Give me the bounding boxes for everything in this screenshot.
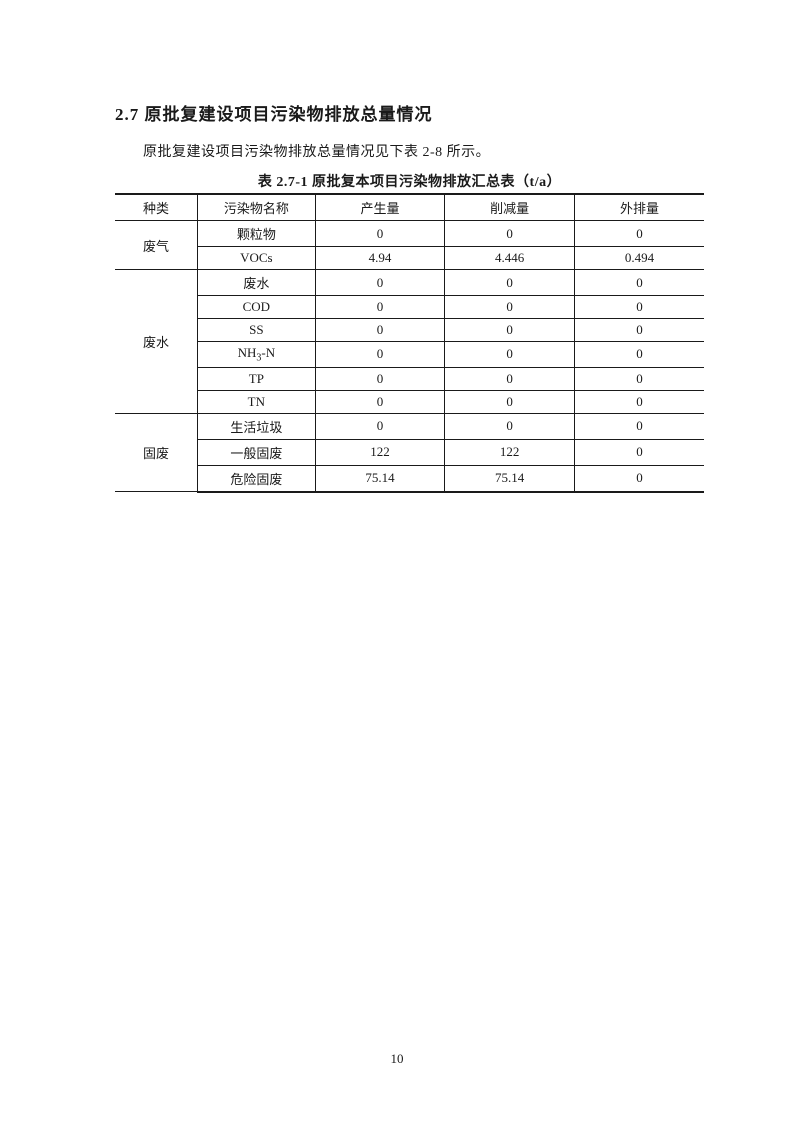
pollutant-cell: 生活垃圾 — [197, 413, 315, 439]
table-row: NH3-N000 — [115, 342, 704, 368]
emitted-cell: 0.494 — [574, 247, 704, 270]
category-cell: 废水 — [115, 270, 197, 414]
page-number: 10 — [0, 1051, 794, 1067]
emitted-cell: 0 — [574, 319, 704, 342]
emitted-cell: 0 — [574, 270, 704, 296]
pollutant-cell: 颗粒物 — [197, 221, 315, 247]
emitted-cell: 0 — [574, 465, 704, 492]
table-header-row: 种类 污染物名称 产生量 削减量 外排量 — [115, 194, 704, 221]
reduced-cell: 0 — [445, 413, 575, 439]
produced-cell: 0 — [315, 270, 445, 296]
produced-cell: 75.14 — [315, 465, 445, 492]
pollutant-cell: VOCs — [197, 247, 315, 270]
table-row: 固废生活垃圾000 — [115, 413, 704, 439]
reduced-cell: 75.14 — [445, 465, 575, 492]
produced-cell: 122 — [315, 439, 445, 465]
produced-cell: 0 — [315, 221, 445, 247]
col-header-category: 种类 — [115, 194, 197, 221]
reduced-cell: 0 — [445, 367, 575, 390]
col-header-pollutant: 污染物名称 — [197, 194, 315, 221]
reduced-cell: 0 — [445, 319, 575, 342]
category-cell: 固废 — [115, 413, 197, 492]
emitted-cell: 0 — [574, 296, 704, 319]
produced-cell: 0 — [315, 342, 445, 368]
emitted-cell: 0 — [574, 342, 704, 368]
reduced-cell: 0 — [445, 270, 575, 296]
pollutant-cell: TP — [197, 367, 315, 390]
table-row: VOCs4.944.4460.494 — [115, 247, 704, 270]
produced-cell: 0 — [315, 319, 445, 342]
produced-cell: 0 — [315, 296, 445, 319]
pollutant-cell: COD — [197, 296, 315, 319]
table-row: COD000 — [115, 296, 704, 319]
table-row: 废水废水000 — [115, 270, 704, 296]
pollutant-cell: TN — [197, 390, 315, 413]
col-header-produced: 产生量 — [315, 194, 445, 221]
emitted-cell: 0 — [574, 413, 704, 439]
reduced-cell: 122 — [445, 439, 575, 465]
table-row: 一般固废1221220 — [115, 439, 704, 465]
table-row: TP000 — [115, 367, 704, 390]
emitted-cell: 0 — [574, 390, 704, 413]
produced-cell: 0 — [315, 367, 445, 390]
pollutant-cell: 一般固废 — [197, 439, 315, 465]
section-heading: 2.7 原批复建设项目污染物排放总量情况 — [115, 100, 704, 125]
pollutant-cell: 废水 — [197, 270, 315, 296]
produced-cell: 4.94 — [315, 247, 445, 270]
reduced-cell: 0 — [445, 221, 575, 247]
emitted-cell: 0 — [574, 221, 704, 247]
emissions-table: 种类 污染物名称 产生量 削减量 外排量 废气颗粒物000VOCs4.944.4… — [115, 193, 704, 493]
table-caption: 表 2.7-1 原批复本项目污染物排放汇总表（t/a） — [115, 171, 704, 191]
col-header-reduced: 削减量 — [445, 194, 575, 221]
reduced-cell: 4.446 — [445, 247, 575, 270]
table-row: TN000 — [115, 390, 704, 413]
col-header-emitted: 外排量 — [574, 194, 704, 221]
table-row: SS000 — [115, 319, 704, 342]
reduced-cell: 0 — [445, 342, 575, 368]
emitted-cell: 0 — [574, 367, 704, 390]
intro-paragraph: 原批复建设项目污染物排放总量情况见下表 2-8 所示。 — [115, 141, 704, 161]
produced-cell: 0 — [315, 390, 445, 413]
table-row: 危险固废75.1475.140 — [115, 465, 704, 492]
reduced-cell: 0 — [445, 390, 575, 413]
produced-cell: 0 — [315, 413, 445, 439]
pollutant-cell: NH3-N — [197, 342, 315, 368]
reduced-cell: 0 — [445, 296, 575, 319]
emitted-cell: 0 — [574, 439, 704, 465]
table-row: 废气颗粒物000 — [115, 221, 704, 247]
category-cell: 废气 — [115, 221, 197, 270]
pollutant-cell: SS — [197, 319, 315, 342]
pollutant-cell: 危险固废 — [197, 465, 315, 492]
